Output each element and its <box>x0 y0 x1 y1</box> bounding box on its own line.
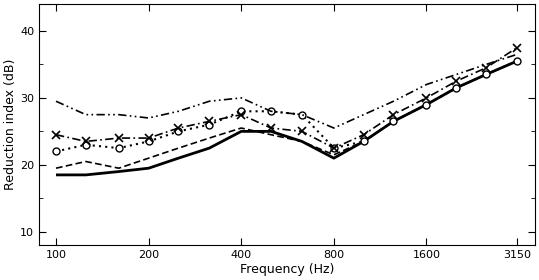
Y-axis label: Reduction index (dB): Reduction index (dB) <box>4 59 17 190</box>
X-axis label: Frequency (Hz): Frequency (Hz) <box>240 263 334 276</box>
